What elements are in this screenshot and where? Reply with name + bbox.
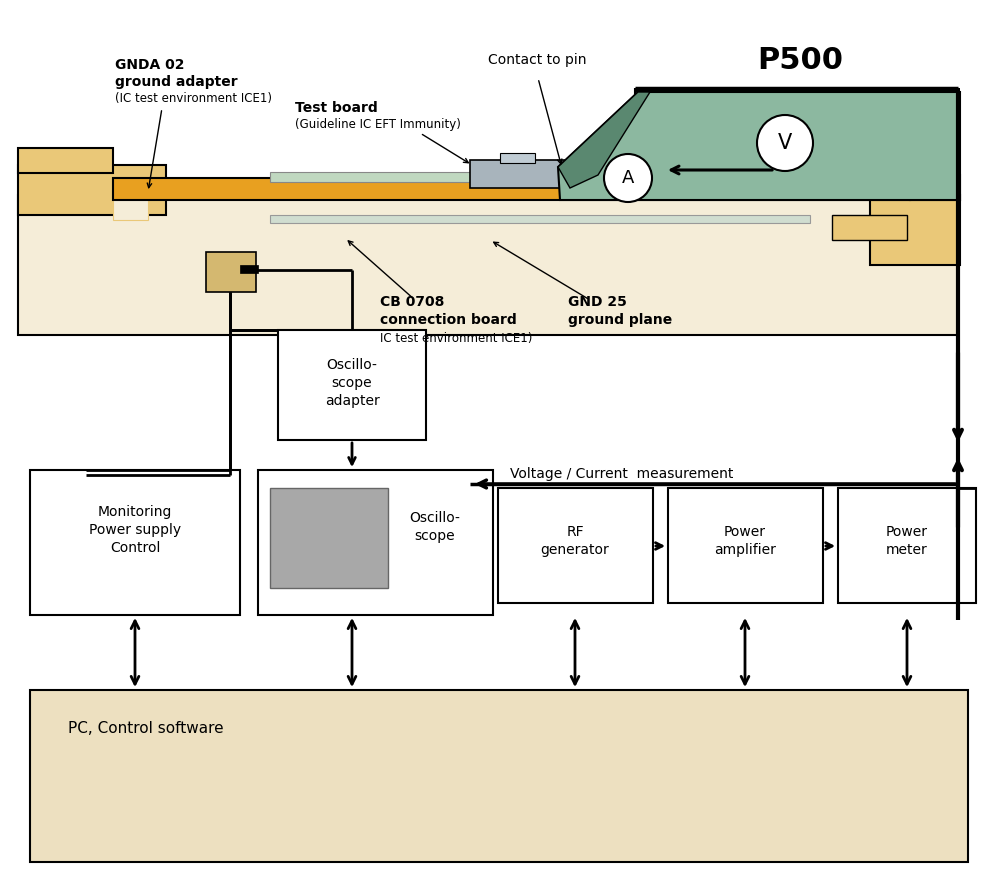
Text: generator: generator [541,543,609,557]
Polygon shape [558,92,650,188]
Polygon shape [18,195,958,335]
Text: Voltage / Current  measurement: Voltage / Current measurement [510,467,733,481]
Text: Oscillo-: Oscillo- [327,358,377,372]
Polygon shape [910,175,960,200]
Text: connection board: connection board [380,313,517,327]
Polygon shape [635,88,960,92]
Circle shape [757,115,813,171]
Polygon shape [30,690,968,862]
Polygon shape [500,153,535,163]
Text: V: V [778,133,792,153]
Polygon shape [838,488,976,603]
Polygon shape [240,265,258,273]
Polygon shape [558,92,960,200]
Text: Power supply: Power supply [89,523,181,537]
Polygon shape [278,330,426,440]
Text: GNDA 02: GNDA 02 [115,58,185,72]
Text: Contact to pin: Contact to pin [488,53,586,67]
Text: Test board: Test board [295,101,378,115]
Polygon shape [113,195,148,220]
Circle shape [604,154,652,202]
Text: IC test environment ICE1): IC test environment ICE1) [380,331,532,345]
Text: Control: Control [110,541,160,555]
Polygon shape [758,158,778,192]
Polygon shape [258,470,493,615]
Text: RF: RF [566,525,584,539]
Text: CB 0708: CB 0708 [380,295,444,309]
Text: GND 25: GND 25 [568,295,627,309]
Polygon shape [113,178,910,200]
Text: ground plane: ground plane [568,313,672,327]
Polygon shape [470,160,565,188]
Polygon shape [270,488,388,588]
Text: Monitoring: Monitoring [98,505,172,519]
Polygon shape [870,195,960,265]
Text: Power: Power [886,525,928,539]
Polygon shape [498,488,653,603]
Polygon shape [270,215,810,223]
Polygon shape [778,165,786,185]
Text: scope: scope [415,529,455,543]
Text: Oscillo-: Oscillo- [410,511,460,525]
Text: ground adapter: ground adapter [115,75,238,89]
Text: (Guideline IC EFT Immunity): (Guideline IC EFT Immunity) [295,118,461,130]
Text: PC, Control software: PC, Control software [68,721,224,735]
Polygon shape [18,148,113,173]
Polygon shape [832,215,907,240]
Polygon shape [30,470,240,615]
Text: meter: meter [886,543,928,557]
Polygon shape [270,172,810,182]
Text: amplifier: amplifier [714,543,776,557]
Polygon shape [18,165,166,215]
Text: A: A [622,169,634,187]
Text: P500: P500 [757,45,843,75]
Polygon shape [206,252,256,292]
Text: (IC test environment ICE1): (IC test environment ICE1) [115,92,272,104]
Text: adapter: adapter [325,394,379,408]
Polygon shape [668,488,823,603]
Text: scope: scope [332,376,372,390]
Text: Power: Power [724,525,766,539]
